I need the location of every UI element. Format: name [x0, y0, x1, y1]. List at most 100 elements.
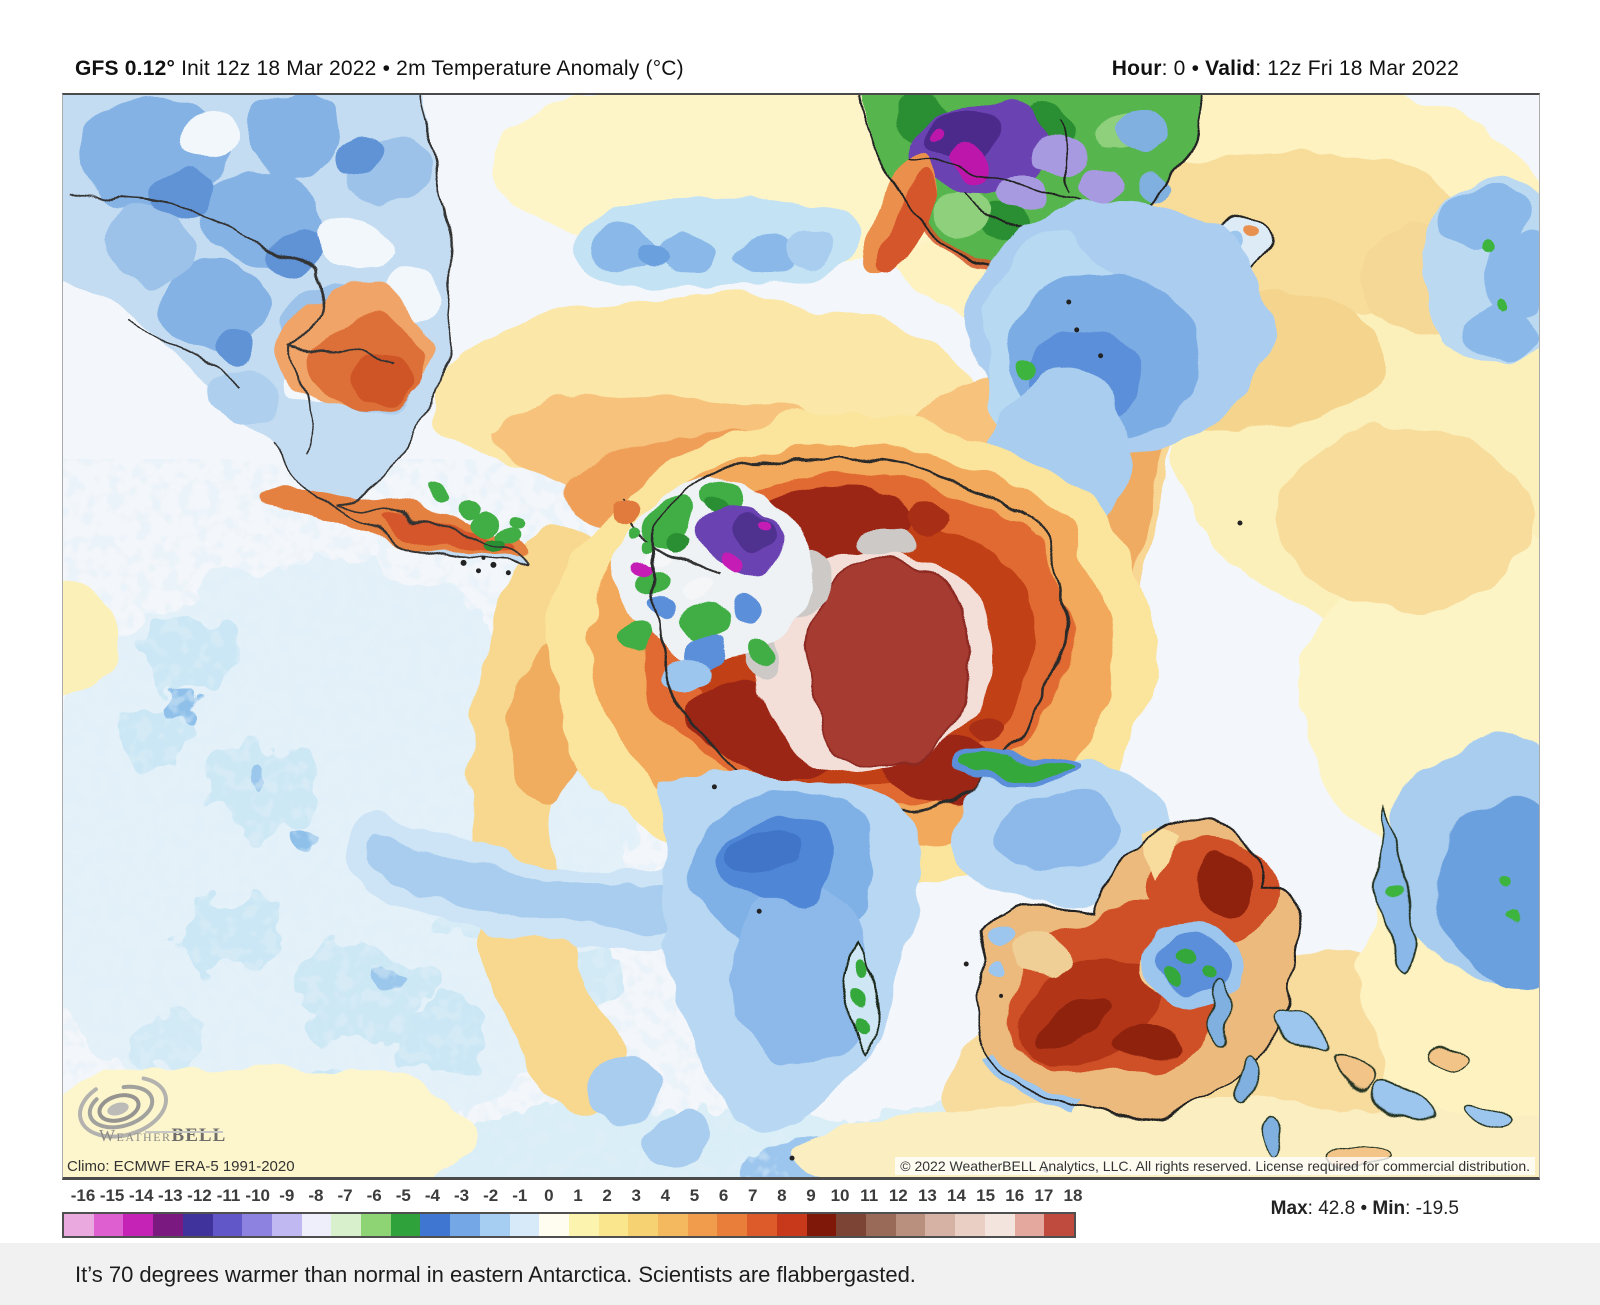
colorbar-cell	[658, 1214, 688, 1236]
map-blue-pool-south-of-africa	[966, 199, 1275, 548]
colorbar-cell	[776, 1214, 807, 1236]
colorbar-cell	[93, 1214, 124, 1236]
colorbar-tick-label: -7	[337, 1186, 353, 1205]
map-right-edge-islands-top	[1419, 179, 1539, 369]
colorbar-tick-label: 15	[976, 1186, 996, 1205]
colorbar-tick-label: 13	[917, 1186, 937, 1205]
colorbar-tick-label: 11	[860, 1186, 879, 1205]
colorbar-cell	[865, 1214, 896, 1236]
colorbar-cell	[984, 1214, 1015, 1236]
colorbar-cell	[568, 1214, 599, 1236]
copyright-attribution: © 2022 WeatherBELL Analytics, LLC. All r…	[895, 1157, 1535, 1175]
region-antarctica	[548, 411, 1156, 894]
colorbar-tick-label: 9	[806, 1186, 816, 1205]
colorbar-tick-label: 14	[947, 1186, 966, 1205]
colorbar-tick-label: -14	[128, 1186, 154, 1205]
colorbar-tick-label: -11	[216, 1186, 241, 1205]
colorbar-cell	[598, 1214, 629, 1236]
map-coastline-australia	[973, 818, 1302, 1117]
map-cold-funnel-south-pacific	[348, 753, 1173, 1169]
colorbar-cell	[361, 1214, 391, 1236]
temperature-anomaly-map: WeatherBELL Climo: ECMWF ERA-5 1991-2020…	[62, 93, 1540, 1180]
colorbar-tick-label: 7	[747, 1186, 758, 1205]
colorbar-cell	[242, 1214, 272, 1236]
colorbar-cell	[539, 1214, 569, 1236]
map-east-antarctica-extreme-anomaly	[807, 559, 971, 768]
colorbar-cell	[212, 1214, 243, 1236]
colorbar-tick-label: 0	[544, 1186, 554, 1205]
region-south-america	[63, 95, 532, 565]
colorbar-tick-label: 1	[573, 1186, 583, 1205]
valid-time: Hour: 0 • Valid: 12z Fri 18 Mar 2022	[1111, 57, 1459, 80]
caption-text: It’s 70 degrees warmer than normal in ea…	[75, 1262, 916, 1287]
colorbar	[62, 1212, 1076, 1238]
colorbar-tick-label: 3	[631, 1186, 641, 1205]
colorbar-tick-label: 8	[777, 1186, 787, 1205]
colorbar-cell	[64, 1214, 94, 1236]
colorbar-cell	[153, 1214, 183, 1236]
region-new-zealand-islands	[1210, 732, 1539, 1164]
colorbar-tick-label: -13	[158, 1186, 183, 1205]
colorbar-cell	[1014, 1214, 1045, 1236]
colorbar-cell	[390, 1214, 421, 1236]
logo-tagline-rule	[145, 1131, 223, 1133]
colorbar-tick-label: -15	[99, 1186, 125, 1205]
colorbar-tick-label: 4	[660, 1186, 671, 1205]
colorbar-cell	[450, 1214, 480, 1236]
colorbar-tick-label: 6	[718, 1186, 729, 1205]
colorbar-tick-label: 12	[888, 1186, 908, 1205]
colorbar-tick-label: 16	[1005, 1186, 1025, 1205]
colorbar-cell	[687, 1214, 718, 1236]
colorbar-cell	[301, 1214, 332, 1236]
region-australia	[973, 818, 1302, 1119]
colorbar-cell	[420, 1214, 451, 1236]
caption-bar: It’s 70 degrees warmer than normal in ea…	[0, 1243, 1600, 1305]
colorbar-cell	[717, 1214, 748, 1236]
colorbar-tick-label: 5	[689, 1186, 700, 1205]
colorbar-tick-label: -9	[279, 1186, 295, 1205]
map-title: GFS 0.12° Init 12z 18 Mar 2022 • 2m Temp…	[75, 57, 684, 81]
colorbar-tick-label: 2	[602, 1186, 612, 1205]
colorbar-tick-label: -5	[395, 1186, 411, 1205]
colorbar-tick-label: -1	[512, 1186, 528, 1205]
colorbar-tick-label: -3	[453, 1186, 470, 1205]
colorbar-cell	[182, 1214, 213, 1236]
max-min-readout: Max: 42.8 • Min: -19.5	[1270, 1198, 1459, 1219]
map-artwork	[63, 95, 1539, 1177]
colorbar-cell	[836, 1214, 866, 1236]
weatherbell-logo: WeatherBELL	[71, 1069, 261, 1153]
colorbar-cell	[1044, 1214, 1074, 1236]
colorbar-tick-label: 10	[830, 1186, 850, 1205]
colorbar-cell	[628, 1214, 659, 1236]
colorbar-cell	[806, 1214, 837, 1236]
map-borders-south-america	[65, 95, 532, 565]
colorbar-cell	[271, 1214, 302, 1236]
colorbar-tick-label: -4	[424, 1186, 440, 1205]
map-atlantic-blue-streak	[568, 196, 857, 293]
colorbar-cell	[955, 1214, 985, 1236]
valid-label: Valid	[1205, 57, 1256, 80]
colorbar-cell	[479, 1214, 510, 1236]
colorbar-tick-label: -8	[308, 1186, 324, 1205]
colorbar-tick-label: -10	[245, 1186, 270, 1205]
colorbar-cell	[925, 1214, 956, 1236]
model-description: Init 12z 18 Mar 2022 • 2m Temperature An…	[175, 57, 684, 80]
colorbar-tick-label: -2	[483, 1186, 499, 1205]
colorbar-cell	[509, 1214, 540, 1236]
colorbar-tick-label: 17	[1034, 1186, 1054, 1205]
colorbar-cell	[895, 1214, 926, 1236]
colorbar-cell	[331, 1214, 362, 1236]
colorbar-cell	[747, 1214, 777, 1236]
colorbar-ticks: -16 -15 -14 -13 -12 -11 -10 -9 -8 -7 -6 -5 -4 -3 -2 -1 0…	[71, 1186, 1083, 1208]
hour-label: Hour	[1111, 57, 1162, 80]
map-west-antarctica-cold-cluster	[614, 485, 810, 691]
hurricane-swirl-icon	[78, 1075, 168, 1139]
colorbar-tick-label: -12	[187, 1186, 212, 1205]
climo-attribution: Climo: ECMWF ERA-5 1991-2020	[67, 1158, 295, 1175]
colorbar-tick-label: 18	[1063, 1186, 1083, 1205]
model-name: GFS 0.12°	[75, 57, 176, 80]
colorbar-tick-label: -16	[70, 1186, 96, 1205]
logo-wordmark: WeatherBELL	[99, 1125, 227, 1146]
colorbar-tick-label: -6	[366, 1186, 382, 1205]
colorbar-cell	[123, 1214, 154, 1236]
